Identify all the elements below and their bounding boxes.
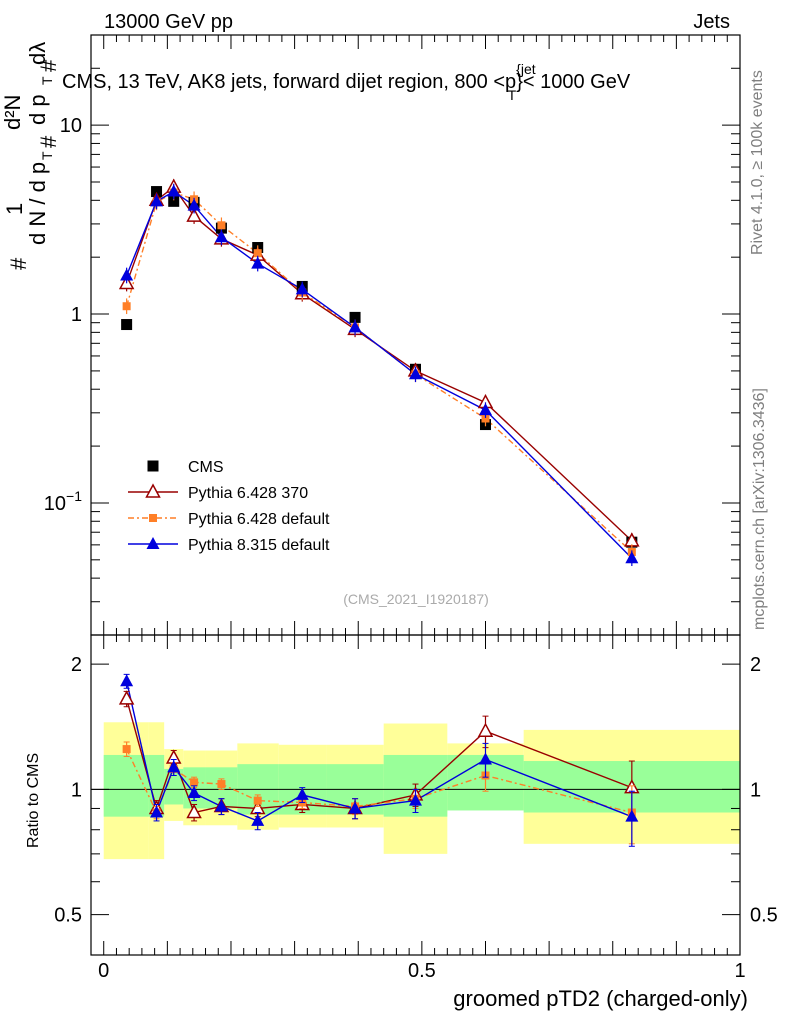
main-ylabel-numerator: d²N: [0, 95, 25, 130]
legend-label-pythia6_default: Pythia 6.428 default: [188, 511, 330, 528]
ratio-point-pythia6_370-3: [186, 803, 202, 819]
main-point-pythia8-10: [625, 551, 639, 564]
ratio-point-pythia8-5: [251, 813, 265, 826]
x-tick-label-0: 0: [98, 960, 109, 982]
main-point-pythia8-7: [348, 320, 362, 333]
ratio-ytick-label-left-1: 1: [71, 779, 82, 801]
main-ylabel-dlambda: dλ: [25, 42, 50, 65]
main-point-pythia6_default-4: [217, 221, 226, 230]
main-point-pythia6_default-5: [253, 249, 262, 258]
main-line-pythia8: [125, 190, 633, 559]
main-ylabel: # d N / d p T 1 # d²N d p T # dλ: [0, 42, 61, 270]
ratio-ylabel: Ratio to CMS: [25, 753, 42, 848]
ratio-point-pythia6_default-4: [217, 780, 226, 789]
main-point-pythia8-9: [478, 403, 492, 416]
main-ytick-label-exp-0: −1: [66, 488, 82, 504]
legend-marker-cms: [147, 460, 159, 472]
main-point-pythia8-4: [214, 230, 228, 243]
ratio-point-pythia6_default-5: [253, 796, 262, 805]
plot-title-main: CMS, 13 TeV, AK8 jets, forward dijet reg…: [62, 71, 516, 93]
main-point-cms-2: [168, 195, 180, 207]
ratio-point-pythia6_370-9: [477, 722, 494, 737]
main-ylabel-denominator: d N / d p: [25, 162, 50, 245]
ratio-point-pythia8-0: [120, 674, 134, 687]
main-point-pythia8-6: [295, 282, 309, 295]
ratio-point-pythia8-2: [167, 760, 181, 773]
band-inner-2: [164, 768, 184, 805]
legend-label-pythia8: Pythia 8.315 default: [188, 537, 330, 554]
legend-marker-pythia6_370: [145, 483, 161, 498]
plot-title-sup: {jet: [516, 61, 536, 77]
ratio-point-pythia8-8: [409, 793, 422, 806]
category-label: Jets: [693, 11, 730, 33]
ratio-point-pythia6_default-3: [190, 778, 199, 787]
ratio-point-pythia6_370-0: [118, 690, 135, 705]
main-point-pythia8-0: [120, 268, 134, 281]
main-ylabel-dp-sub: T: [39, 76, 55, 85]
main-ylabel-hash-left: #: [6, 257, 31, 270]
main-ylabel-dp: d p: [25, 94, 50, 125]
main-ytick-label-base-0: 10: [44, 493, 66, 515]
ratio-point-pythia8-10: [625, 809, 639, 822]
ratio-point-pythia8-9: [478, 752, 492, 765]
main-point-pythia6_default-0: [122, 302, 131, 311]
main-point-pythia6_370-3: [186, 207, 202, 222]
ratio-ytick-label-right-0: 0.5: [750, 905, 778, 927]
band-inner-0: [103, 754, 149, 817]
legend-marker-pythia8: [146, 537, 160, 549]
ratio-point-pythia8-4: [214, 799, 228, 812]
main-point-pythia8-3: [187, 198, 201, 211]
main-point-cms-7: [349, 311, 361, 323]
rivet-label: Rivet 4.1.0, ≥ 100k events: [749, 70, 766, 255]
main-ytick-label-0: 10−1: [44, 488, 82, 515]
main-point-cms-0: [121, 319, 133, 331]
analysis-id: (CMS_2021_I1920187): [343, 591, 489, 607]
legend: CMS Pythia 6.428 370 Pythia 6.428 default P…: [128, 459, 330, 554]
main-ylabel-hash-right: #: [36, 59, 61, 72]
ratio-point-pythia6_default-0: [122, 745, 131, 754]
main-point-cms-1: [151, 186, 163, 198]
energy-label: 13000 GeV pp: [104, 11, 233, 33]
main-ytick-label-1: 1: [71, 304, 82, 326]
main-ylabel-one: 1: [2, 203, 27, 215]
ratio-point-pythia8-7: [348, 801, 362, 814]
legend-marker-pythia6_default: [149, 514, 157, 522]
ratio-ytick-label-right-1: 1: [750, 779, 761, 801]
plot-title-end: }< 1000 GeV: [516, 71, 631, 93]
ratio-point-pythia8-1: [150, 805, 164, 818]
main-point-pythia8-1: [150, 194, 164, 207]
ratio-frame: [90, 634, 741, 956]
ratio-point-pythia8-6: [295, 787, 309, 800]
main-point-pythia6_default-9: [481, 414, 490, 423]
main-ytick-label-2: 10: [60, 115, 82, 137]
main-point-pythia8-2: [167, 184, 181, 197]
mcplots-label: mcplots.cern.ch [arXiv:1306.3436]: [751, 388, 768, 630]
legend-label-pythia6_370: Pythia 6.428 370: [188, 485, 308, 502]
ratio-ytick-label-left-0: 0.5: [54, 905, 82, 927]
main-point-pythia8-8: [409, 367, 422, 380]
ratio-point-pythia8-3: [187, 786, 201, 799]
ratio-panel: 0 0.5 1 0.5 0.5 1 1 2 2: [54, 634, 778, 982]
main-point-pythia8-5: [251, 256, 265, 269]
x-tick-label-2: 1: [734, 960, 745, 982]
plot-title-sub: T: [508, 87, 517, 103]
main-ylabel-hash-mid: #: [36, 135, 61, 148]
ratio-ytick-label-left-2: 2: [71, 654, 82, 676]
x-axis-label: groomed pTD2 (charged-only): [453, 986, 748, 1011]
legend-label-cms: CMS: [188, 459, 224, 476]
x-tick-label-1: 0.5: [408, 960, 436, 982]
ratio-ytick-label-right-2: 2: [750, 654, 761, 676]
plot-title: CMS, 13 TeV, AK8 jets, forward dijet reg…: [62, 61, 631, 103]
main-ylabel-denominator-sub: T: [39, 151, 55, 160]
